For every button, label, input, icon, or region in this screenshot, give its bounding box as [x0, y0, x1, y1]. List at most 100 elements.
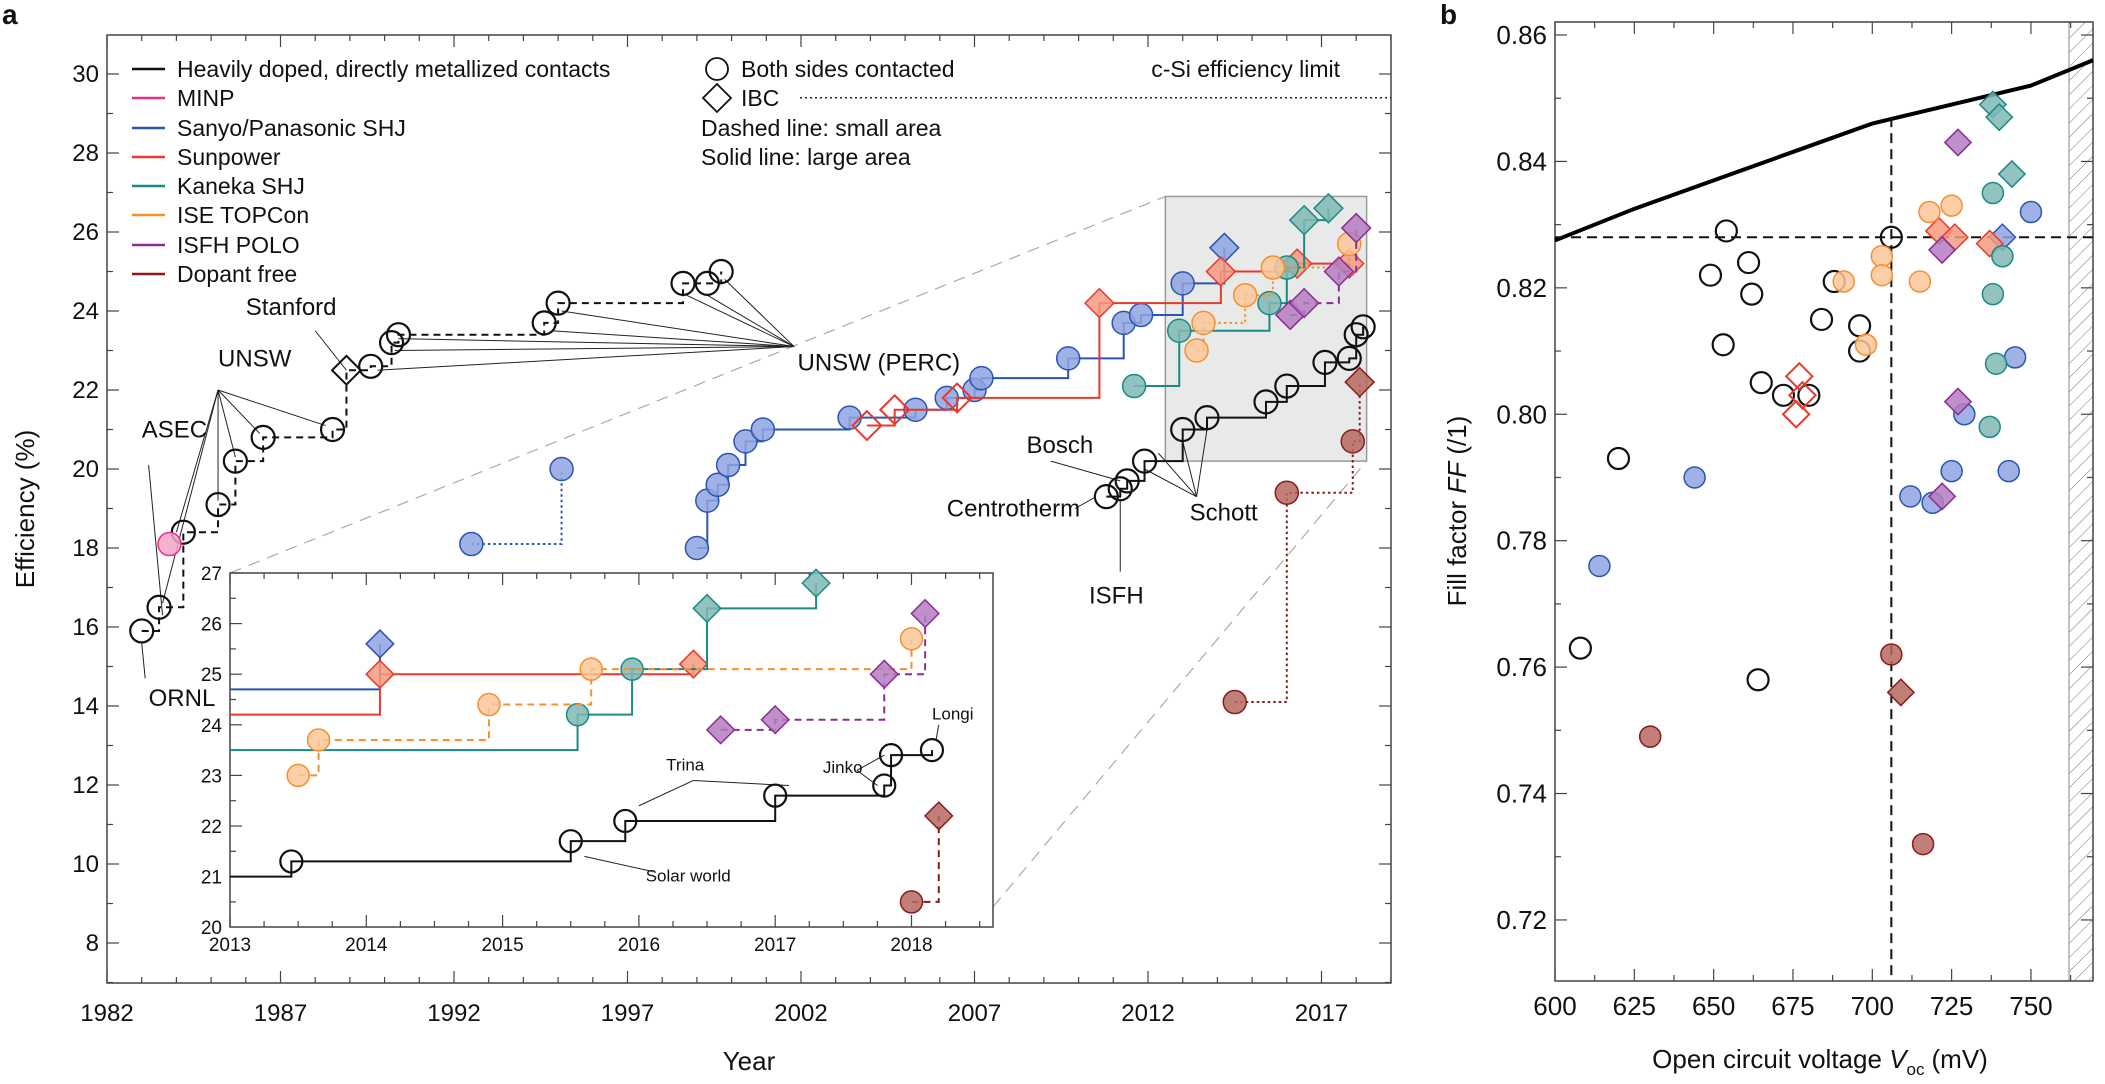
panel-label-b: b	[1440, 0, 1457, 30]
data-point-circle	[613, 808, 638, 834]
data-point-circle	[878, 743, 904, 768]
x-tick-label: 625	[1613, 991, 1656, 1021]
annotation-label: Solar world	[646, 867, 731, 886]
y-tick-label: 25	[201, 665, 222, 686]
zoom-connector	[992, 460, 1368, 908]
data-point-diamond	[365, 629, 395, 659]
data-point-circle	[1606, 446, 1631, 471]
series	[1274, 212, 1372, 331]
data-point-diamond	[1340, 212, 1372, 244]
data-point-circle	[1312, 349, 1338, 375]
data-point-circle	[279, 849, 304, 874]
data-point-circle	[1940, 194, 1963, 217]
inset-plot: Trina Solar world Jinko Longi	[230, 568, 974, 914]
series	[1781, 216, 2004, 429]
data-point-circle	[1899, 485, 1922, 508]
annotation-label: UNSW (PERC)	[798, 349, 961, 376]
y-tick-label: 27	[201, 564, 222, 585]
y-tick-label: 23	[201, 766, 222, 787]
data-point-circle	[1832, 270, 1855, 293]
limit-line-label: c-Si efficiency limit	[1151, 56, 1340, 82]
data-point-circle	[378, 330, 405, 356]
data-point-circle	[1350, 314, 1376, 340]
annotation-leader-line	[217, 389, 236, 458]
data-point-circle	[1260, 255, 1286, 280]
panel-b-axes: 600 625 650 675 700 725 750 0.72 0.74 0.76 0.78 0.8…	[1496, 20, 2094, 1021]
data-point-circle	[250, 424, 276, 450]
series	[1093, 314, 1376, 510]
data-point-circle	[1638, 725, 1662, 748]
y-tick-label: 16	[72, 614, 99, 641]
y-tick-label: 26	[72, 219, 99, 246]
annotation-leader-line	[217, 389, 261, 434]
y-tick-label: 0.80	[1496, 399, 1547, 429]
annotation-leader-line	[1050, 460, 1121, 482]
data-point-circle	[1093, 484, 1119, 510]
data-point-circle	[1166, 318, 1192, 343]
data-point-circle	[1714, 219, 1738, 243]
data-point-circle	[837, 405, 862, 430]
panel-a-axes: 1982 1987 1992 1997 2002 2007 2012 2017 8 10 12 14 1…	[72, 34, 1392, 1027]
data-point-circle	[319, 416, 346, 443]
annotation-leader-line	[377, 346, 795, 371]
data-point-circle	[1568, 636, 1592, 660]
y-axis-label-part: FF	[1442, 460, 1472, 494]
x-tick-label: 675	[1771, 991, 1814, 1021]
data-point-circle	[969, 365, 994, 391]
data-point-circle	[1588, 554, 1611, 578]
annotation-leader-line	[1074, 496, 1097, 509]
x-axis-label-sub: oc	[1907, 1060, 1925, 1079]
legend-label: Sunpower	[177, 144, 281, 170]
data-point-circle	[1997, 459, 2020, 483]
y-tick-label: 21	[201, 868, 222, 889]
panel-label-a: a	[2, 0, 18, 30]
data-point-circle	[1908, 270, 1932, 293]
data-point-circle	[1683, 466, 1706, 489]
data-point-diamond	[705, 715, 736, 745]
y-tick-label: 0.84	[1496, 146, 1547, 176]
data-point-circle	[1232, 282, 1258, 308]
series	[230, 737, 945, 878]
annotation-leader-line	[551, 330, 795, 348]
series	[230, 649, 709, 716]
data-point-circle	[1918, 200, 1941, 224]
y-tick-label: 24	[201, 716, 223, 737]
zoom-connector	[229, 195, 1166, 574]
data-point-diamond	[1323, 256, 1355, 287]
x-tick-label: 2002	[774, 1000, 827, 1027]
data-point-diamond	[1886, 678, 1916, 707]
data-point-circle	[2003, 346, 2027, 369]
annotation-leader-line	[314, 330, 347, 371]
data-point-circle	[1114, 468, 1140, 494]
x-tick-label: 2012	[1121, 1000, 1174, 1027]
annotation-leader-line	[686, 294, 795, 348]
annotation-label: Bosch	[1027, 432, 1094, 459]
annotation-leader-line	[162, 389, 219, 604]
y-axis-label: Fill factor FF (/1)	[1442, 416, 1472, 607]
data-point-circle	[1981, 282, 2005, 306]
y-tick-label: 0.72	[1496, 905, 1547, 935]
x-tick-label: 2015	[481, 935, 523, 956]
data-point-circle	[205, 491, 231, 518]
data-point-diamond	[330, 354, 363, 387]
annotation-label: ORNL	[149, 685, 216, 712]
y-tick-label: 0.82	[1496, 273, 1547, 303]
annotation-label: Stanford	[246, 294, 337, 321]
series-step-line	[1106, 326, 1365, 498]
data-point-circle	[684, 535, 710, 561]
data-point-circle	[899, 890, 924, 914]
annotation-leader-line	[1196, 429, 1208, 497]
data-point-circle	[1191, 310, 1216, 336]
data-point-circle	[934, 385, 959, 411]
data-point-circle	[705, 472, 730, 498]
data-point-circle	[579, 657, 603, 681]
x-tick-label: 2017	[1295, 1000, 1348, 1027]
data-point-circle	[1848, 314, 1872, 338]
ff-limit-curve	[1554, 58, 2094, 243]
y-tick-label: 22	[72, 377, 99, 404]
y-tick-label: 12	[72, 772, 99, 799]
x-axis-label-part: (mV)	[1932, 1044, 1988, 1074]
annotation-leader-line	[141, 642, 146, 679]
series	[1222, 366, 1376, 715]
y-tick-label: 0.76	[1496, 652, 1547, 682]
